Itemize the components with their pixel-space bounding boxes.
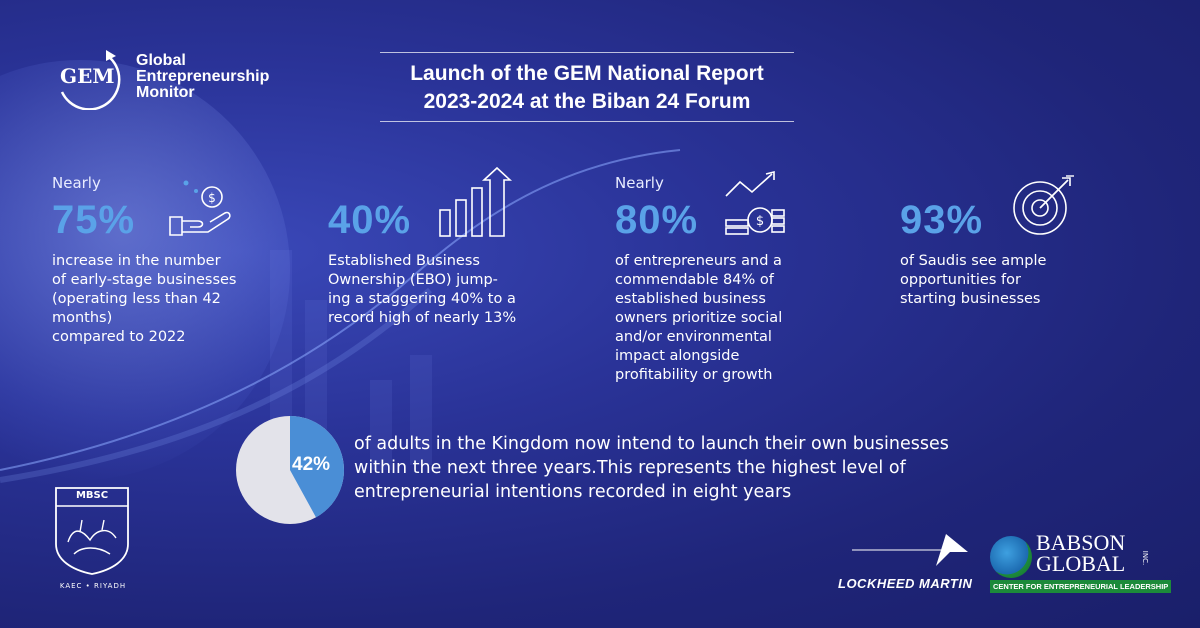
stat-line: impact alongside (615, 348, 740, 364)
stat-line: opportunities for (900, 272, 1021, 288)
stat-line: months) (52, 310, 113, 326)
page-title: Launch of the GEM National Report 2023-2… (340, 60, 834, 116)
stat-line: starting businesses (900, 291, 1041, 307)
hand-coin-icon: $ (169, 180, 231, 236)
gem-name: Global Entrepreneurship Monitor (136, 53, 269, 101)
stat-line: increase in the number (52, 253, 221, 269)
intent-line: within the next three years.This represe… (354, 458, 906, 478)
lockheed-martin-logo: LOCKHEED MARTIN (838, 576, 973, 591)
intent-line: of adults in the Kingdom now intend to l… (354, 434, 949, 454)
pie-percent-label: 42% (292, 454, 331, 475)
stat-line: (operating less than 42 (52, 291, 221, 307)
stat-line: and/or environmental (615, 329, 772, 345)
title-bottom-rule (380, 121, 794, 122)
background-bar (305, 300, 327, 450)
mbsc-shield-logo (55, 487, 129, 575)
title-line: Launch of the GEM National Report (410, 62, 764, 85)
intent-line: entrepreneurial intentions recorded in e… (354, 482, 792, 502)
stat-line: of early-stage businesses (52, 272, 237, 288)
stat-line: owners prioritize social (615, 310, 783, 326)
title-line: 2023-2024 at the Biban 24 Forum (423, 90, 751, 113)
stat-value: 75% (52, 198, 136, 242)
money-trend-icon: $ (725, 170, 785, 235)
babson-line: GLOBAL (1036, 551, 1126, 576)
babson-global-logo: BABSON GLOBAL (1036, 530, 1126, 576)
stat-line: ing a staggering 40% to a (328, 291, 516, 307)
stat-line: commendable 84% of (615, 272, 774, 288)
stat-prefix: Nearly (615, 174, 664, 192)
gem-name-line: Monitor (136, 84, 195, 101)
stat-line: Established Business (328, 253, 480, 269)
gem-badge: GEM (60, 64, 115, 88)
gem-circle-arrow-icon (60, 50, 121, 110)
pie-intent-slice (290, 416, 344, 518)
gem-name-line: Entrepreneurship (136, 68, 270, 85)
target-icon (1013, 175, 1074, 235)
babson-line: BABSON (1036, 530, 1126, 555)
gem-logo: GEM Global Entrepreneurship Monitor (52, 48, 292, 110)
stat-line: Ownership (EBO) jump- (328, 272, 498, 288)
stat-value: 93% (900, 198, 984, 242)
mbsc-label: MBSC (75, 490, 109, 501)
stat-prefix: Nearly (52, 174, 101, 192)
stat-line: of Saudis see ample (900, 253, 1047, 269)
background-bar (370, 380, 392, 470)
lockheed-star-icon (852, 534, 968, 566)
stat-value: 40% (328, 198, 412, 242)
background-bar (410, 355, 432, 465)
babson-globe-icon (990, 536, 1032, 578)
background-bar (270, 250, 292, 450)
stat-description: Established Business Ownership (EBO) jum… (328, 252, 568, 328)
stat-description: increase in the number of early-stage bu… (52, 252, 292, 347)
babson-tagline: CENTER FOR ENTREPRENEURIAL LEADERSHIP (990, 580, 1172, 593)
mbsc-caption: KAEC • RIYADH (59, 582, 127, 590)
intent-statement: of adults in the Kingdom now intend to l… (354, 432, 1074, 504)
babson-inc: INC. (1141, 550, 1150, 566)
title-top-rule (380, 52, 794, 53)
svg-text:$: $ (208, 191, 216, 205)
intent-pie (236, 416, 344, 524)
stat-value: 80% (615, 198, 699, 242)
stat-line: profitability or growth (615, 367, 773, 383)
gem-name-line: Global (136, 52, 186, 69)
bar-chart-arrow-icon (439, 166, 513, 237)
stat-line: compared to 2022 (52, 329, 186, 345)
stat-description: of entrepreneurs and a commendable 84% o… (615, 252, 855, 385)
stat-line: record high of nearly 13% (328, 310, 517, 326)
svg-text:$: $ (756, 214, 764, 229)
stat-line: established business (615, 291, 766, 307)
stat-line: of entrepreneurs and a (615, 253, 782, 269)
stat-description: of Saudis see ample opportunities for st… (900, 252, 1140, 309)
